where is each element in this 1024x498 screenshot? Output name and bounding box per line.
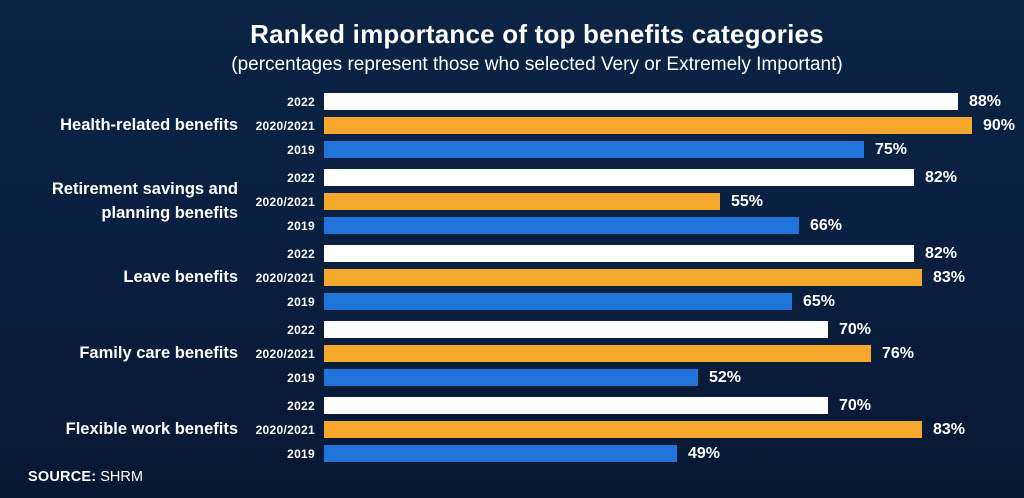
category-group: Flexible work benefits 2022 70% 2020/2021 83… (0, 397, 1024, 462)
bar-row: 2019 75% (252, 141, 1024, 158)
bar-row: 2019 49% (252, 445, 1024, 462)
series-year-label: 2022 (287, 246, 315, 261)
bar-value-label: 65% (803, 292, 836, 310)
series-year-label: 2019 (287, 294, 315, 309)
series-year-label: 2022 (287, 322, 315, 337)
bar (324, 193, 720, 210)
series-year-label: 2020/2021 (255, 270, 315, 285)
category-label: Retirement savings and planning benefits (51, 180, 238, 222)
series-year-label: 2019 (287, 370, 315, 385)
source-label: SOURCE: (28, 469, 97, 485)
series-year-label: 2020/2021 (255, 422, 315, 437)
bar (324, 369, 698, 386)
series-year-label: 2020/2021 (255, 346, 315, 361)
series-year-label: 2022 (287, 94, 315, 109)
series-year-label: 2019 (287, 142, 315, 157)
bar-row: 2019 52% (252, 369, 1024, 386)
bar-row: 2020/2021 55% (252, 193, 1024, 210)
bar (324, 141, 864, 158)
bar (324, 397, 828, 414)
bar-rows: 2022 70% 2020/2021 83% 2019 49% (252, 397, 1024, 462)
bar-rows: 2022 70% 2020/2021 76% 2019 52% (252, 321, 1024, 386)
bar-row: 2020/2021 83% (252, 269, 1024, 286)
bar-value-label: 66% (810, 216, 843, 234)
bar-row: 2019 65% (252, 293, 1024, 310)
bar-row: 2022 70% (252, 397, 1024, 414)
bar-value-label: 52% (709, 368, 742, 386)
bar (324, 217, 799, 234)
category-group: Health-related benefits 2022 88% 2020/2021 9… (0, 93, 1024, 158)
bar-value-label: 49% (688, 444, 721, 462)
bar-row: 2022 82% (252, 245, 1024, 262)
bar-value-label: 83% (933, 268, 966, 286)
bar (324, 293, 792, 310)
series-year-label: 2019 (287, 218, 315, 233)
bar-value-label: 70% (839, 396, 872, 414)
category-group: Leave benefits 2022 82% 2020/2021 83% 2019 65% (0, 245, 1024, 310)
series-year-label: 2019 (287, 446, 315, 461)
bar-row: 2022 82% (252, 169, 1024, 186)
bar-value-label: 83% (933, 420, 966, 438)
bar (324, 421, 922, 438)
bar-row: 2019 66% (252, 217, 1024, 234)
bar (324, 445, 677, 462)
chart-title: Ranked importance of top benefits catego… (250, 19, 824, 49)
bar-value-label: 82% (925, 168, 958, 186)
bar (324, 117, 972, 134)
bar (324, 269, 922, 286)
category-label: Health-related benefits (60, 115, 238, 134)
category-label: Flexible work benefits (65, 419, 238, 438)
bar-rows: 2022 88% 2020/2021 90% 2019 75% (252, 93, 1024, 158)
chart-subtitle: (percentages represent those who selecte… (231, 54, 843, 75)
series-year-label: 2020/2021 (255, 194, 315, 209)
source-value: SHRM (100, 469, 143, 485)
series-year-label: 2020/2021 (255, 118, 315, 133)
bar-value-label: 75% (875, 140, 908, 158)
bar-value-label: 90% (983, 116, 1016, 134)
bar-value-label: 82% (925, 244, 958, 262)
bar-value-label: 88% (969, 92, 1002, 110)
bar-rows: 2022 82% 2020/2021 83% 2019 65% (252, 245, 1024, 310)
bar (324, 321, 828, 338)
bar-value-label: 55% (731, 192, 764, 210)
category-group: Retirement savings and planning benefits… (0, 169, 1024, 234)
category-label: Family care benefits (79, 343, 238, 362)
bar (324, 169, 914, 186)
bar-row: 2022 88% (252, 93, 1024, 110)
bar-row: 2020/2021 76% (252, 345, 1024, 362)
bar-row: 2020/2021 83% (252, 421, 1024, 438)
chart-header: Ranked importance of top benefits catego… (0, 0, 1024, 77)
source-line: SOURCE: SHRM (28, 469, 143, 485)
bar-rows: 2022 82% 2020/2021 55% 2019 66% (252, 169, 1024, 234)
bar-value-label: 70% (839, 320, 872, 338)
series-year-label: 2022 (287, 398, 315, 413)
category-group: Family care benefits 2022 70% 2020/2021 76% 2… (0, 321, 1024, 386)
bar-value-label: 76% (882, 344, 915, 362)
bar-row: 2020/2021 90% (252, 117, 1024, 134)
bar (324, 345, 871, 362)
series-year-label: 2022 (287, 170, 315, 185)
bar-row: 2022 70% (252, 321, 1024, 338)
bar (324, 93, 958, 110)
chart-area: Health-related benefits 2022 88% 2020/2021 9… (0, 93, 1024, 462)
bar (324, 245, 914, 262)
category-label: Leave benefits (123, 267, 238, 286)
